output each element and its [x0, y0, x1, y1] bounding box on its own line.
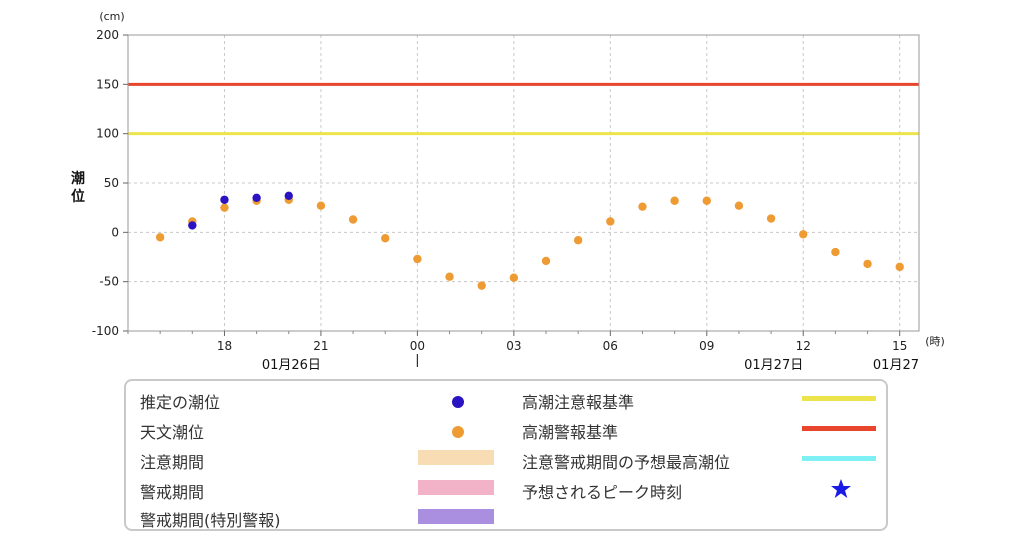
tide-chart: 200 150 100 50 0 -50 -100 18 21 00 03 06 09 12 15 01月2…	[71, 10, 945, 373]
data-point	[477, 281, 486, 290]
date-label: 01月27	[873, 358, 919, 373]
legend-item-max-tide-line: 注意警戒期間の予想最高潮位	[522, 449, 730, 473]
warning-standard-line-swatch	[802, 426, 876, 431]
warning-period-swatch	[418, 480, 494, 495]
y-tick-label: 150	[96, 77, 119, 91]
x-tick-label: 09	[699, 339, 714, 353]
x-tick-label: 12	[796, 339, 811, 353]
max-tide-line-swatch	[802, 456, 876, 461]
x-tick-label: 18	[217, 339, 232, 353]
legend-item-estimated-tide: 推定の潮位	[140, 389, 220, 413]
data-point	[863, 259, 872, 269]
data-point	[670, 196, 679, 205]
data-point	[348, 215, 358, 224]
data-point	[895, 262, 904, 272]
x-tick-label: 03	[506, 339, 521, 353]
legend-label: 推定の潮位	[140, 393, 221, 412]
y-axis-label-char-1: 潮	[71, 170, 85, 187]
legend-label: 天文潮位	[140, 423, 205, 442]
data-point	[284, 191, 293, 201]
data-point	[413, 254, 422, 264]
legend-item-peak-time: 予想されるピーク時刻	[522, 479, 682, 503]
blue-circle-icon	[452, 396, 464, 408]
data-point	[638, 202, 647, 211]
x-axis: 18 21 00 03 06 09 12 15 01月26日 01月27日 01月27	[127, 331, 919, 373]
date-label: 01月27日	[744, 358, 803, 373]
data-point	[702, 196, 711, 205]
y-tick-label: -100	[92, 324, 119, 338]
y-tick-label: -50	[99, 275, 119, 289]
y-tick-label: 200	[96, 28, 119, 42]
data-point	[799, 230, 808, 239]
legend-label: 注意期間	[140, 453, 205, 472]
legend-item-caution-period: 注意期間	[140, 449, 204, 473]
caution-period-swatch	[418, 450, 494, 465]
x-unit-label: (時)	[925, 335, 945, 348]
star-icon	[831, 479, 851, 498]
data-point	[606, 217, 615, 226]
unit-label: (cm)	[99, 10, 124, 23]
data-point	[509, 273, 519, 282]
y-tick-label: 100	[96, 127, 119, 141]
legend-label: 警戒期間(特別警報)	[140, 511, 281, 530]
date-label: 01月26日	[262, 358, 321, 373]
data-point	[445, 272, 454, 281]
legend: 推定の潮位 天文潮位 注意期間 警戒期間 警戒期間(特別警報) 高潮注意報基準 …	[124, 379, 888, 531]
y-axis: 200 150 100 50 0 -50 -100	[92, 28, 128, 338]
y-tick-label: 0	[111, 225, 119, 239]
legend-label: 高潮警報基準	[522, 423, 619, 442]
orange-circle-icon	[452, 426, 464, 438]
data-point	[831, 247, 840, 257]
legend-label: 注意警戒期間の予想最高潮位	[522, 453, 731, 472]
chart-grid	[128, 35, 919, 331]
legend-label: 高潮注意報基準	[522, 393, 635, 412]
legend-label: 予想されるピーク時刻	[522, 483, 683, 502]
data-point	[188, 221, 197, 230]
legend-item-warning-standard: 高潮警報基準	[522, 419, 618, 443]
data-point	[541, 256, 551, 266]
data-point	[220, 203, 229, 212]
legend-item-warning-period: 警戒期間	[140, 479, 204, 503]
y-tick-label: 50	[104, 176, 119, 190]
threshold-lines	[128, 82, 919, 136]
data-point	[316, 201, 326, 210]
data-point	[766, 214, 776, 223]
data-point	[252, 193, 261, 202]
data-point	[734, 201, 744, 210]
legend-label: 警戒期間	[140, 483, 205, 502]
data-point	[381, 234, 390, 243]
special-warning-period-swatch	[418, 509, 494, 524]
data-point	[573, 236, 583, 245]
data-points	[155, 191, 904, 290]
legend-item-special-warning-period: 警戒期間(特別警報)	[140, 507, 281, 531]
x-tick-label: 06	[603, 339, 618, 353]
x-tick-label: 15	[892, 339, 907, 353]
advisory-standard-line-swatch	[802, 396, 876, 401]
x-tick-label: 21	[313, 339, 328, 353]
y-axis-label-char-2: 位	[71, 188, 85, 205]
legend-item-astronomical-tide: 天文潮位	[140, 419, 204, 443]
data-point	[155, 233, 165, 242]
legend-item-advisory-standard: 高潮注意報基準	[522, 389, 634, 413]
data-point	[220, 195, 229, 204]
x-tick-label: 00	[410, 339, 425, 353]
